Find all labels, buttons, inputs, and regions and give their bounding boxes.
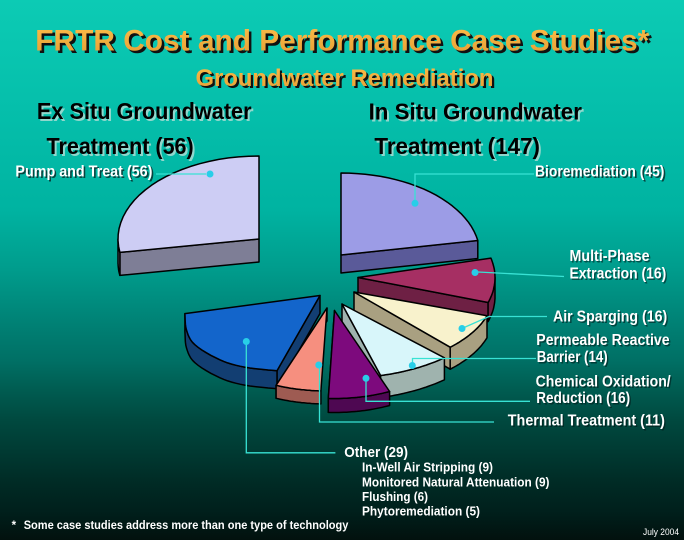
svg-text:Reduction (16): Reduction (16) bbox=[538, 391, 632, 408]
svg-text:Phytoremediation (5): Phytoremediation (5) bbox=[362, 505, 480, 519]
svg-text:Extraction (16): Extraction (16) bbox=[570, 266, 667, 283]
svg-text:Treatment (147): Treatment (147) bbox=[374, 133, 540, 159]
svg-text:Bioremediation (45): Bioremediation (45) bbox=[535, 164, 664, 181]
svg-text:In-Well Air Stripping (9): In-Well Air Stripping (9) bbox=[362, 461, 493, 475]
svg-text:Thermal Treatment (11): Thermal Treatment (11) bbox=[508, 413, 665, 430]
svg-text:Pump and Treat (56): Pump and Treat (56) bbox=[15, 164, 152, 181]
svg-text:Flushing (6): Flushing (6) bbox=[362, 490, 428, 504]
svg-text:Groundwater Remediation: Groundwater Remediation bbox=[198, 67, 496, 94]
svg-text:Groundwater Remediation: Groundwater Remediation bbox=[196, 65, 494, 92]
svg-text:Bioremediation (45): Bioremediation (45) bbox=[537, 165, 666, 182]
svg-text:Barrier (14): Barrier (14) bbox=[538, 350, 609, 367]
svg-text:Permeable Reactive: Permeable Reactive bbox=[536, 332, 670, 349]
svg-text:Air Sparging (16): Air Sparging (16) bbox=[554, 310, 668, 327]
svg-text:Monitored Natural Attenuation: Monitored Natural Attenuation (9) bbox=[362, 476, 550, 490]
svg-text:Permeable Reactive: Permeable Reactive bbox=[538, 333, 672, 350]
svg-text:Thermal Treatment (11): Thermal Treatment (11) bbox=[509, 414, 666, 431]
svg-text:FRTR Cost and Performance Case: FRTR Cost and Performance Case Studies* bbox=[38, 27, 652, 60]
svg-text:*: * bbox=[12, 520, 17, 532]
svg-text:FRTR Cost and Performance Case: FRTR Cost and Performance Case Studies* bbox=[35, 25, 649, 58]
svg-text:Ex Situ Groundwater: Ex Situ Groundwater bbox=[37, 98, 252, 124]
svg-text:Multi-Phase: Multi-Phase bbox=[570, 248, 650, 265]
svg-text:In Situ Groundwater: In Situ Groundwater bbox=[371, 100, 584, 126]
svg-text:Reduction (16): Reduction (16) bbox=[536, 390, 630, 407]
svg-text:July 2004: July 2004 bbox=[643, 527, 679, 538]
svg-text:In Situ Groundwater: In Situ Groundwater bbox=[369, 98, 582, 124]
svg-text:Chemical Oxidation/: Chemical Oxidation/ bbox=[537, 375, 673, 392]
svg-text:Other (29): Other (29) bbox=[344, 444, 408, 461]
svg-text:Air Sparging (16): Air Sparging (16) bbox=[553, 309, 667, 326]
svg-text:Treatment (147): Treatment (147) bbox=[376, 135, 542, 161]
svg-text:Pump and Treat (56): Pump and Treat (56) bbox=[17, 165, 154, 182]
svg-text:Multi-Phase: Multi-Phase bbox=[571, 249, 651, 266]
svg-text:Treatment (56): Treatment (56) bbox=[49, 135, 196, 161]
svg-text:Some case studies address more: Some case studies address more than one … bbox=[24, 520, 349, 532]
svg-text:Barrier (14): Barrier (14) bbox=[537, 349, 608, 366]
svg-text:Chemical Oxidation/: Chemical Oxidation/ bbox=[536, 374, 672, 391]
svg-text:Treatment (56): Treatment (56) bbox=[47, 133, 194, 159]
svg-text:Extraction (16): Extraction (16) bbox=[571, 267, 668, 284]
svg-text:Ex Situ Groundwater: Ex Situ Groundwater bbox=[39, 100, 254, 126]
